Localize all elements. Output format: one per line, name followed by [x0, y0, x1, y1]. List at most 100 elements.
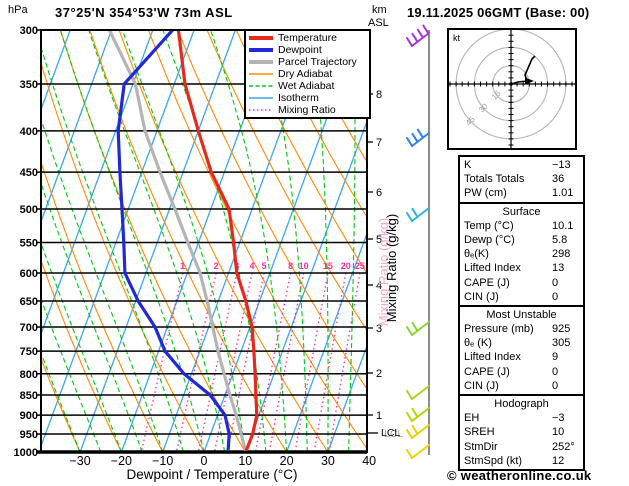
legend-item-label: Isotherm — [278, 92, 319, 104]
table-row-value: 13 — [552, 262, 565, 275]
table-section-title: Surface — [502, 205, 541, 218]
mixing-ratio-line — [328, 272, 361, 452]
table-section-title: Most Unstable — [486, 308, 557, 321]
mixing-ratio-line — [226, 272, 265, 452]
dry-adiabat-line — [235, 30, 367, 275]
table-row: CAPE (J) 0 — [460, 365, 583, 379]
wind-barb — [406, 128, 430, 147]
table-row-value: 10 — [552, 426, 565, 439]
mixing-ratio-value-label: 25 — [355, 261, 365, 271]
table-row: CIN (J) 0 — [460, 290, 583, 304]
wind-barb-tick — [406, 390, 413, 400]
mixing-ratio-line — [313, 272, 347, 452]
table-section: K −13 Totals Totals 36 PW (cm) 1.01 — [460, 157, 583, 202]
table-row: Pressure (mb) 925 — [460, 322, 583, 336]
sounding-curves — [107, 30, 259, 452]
table-row-value: 925 — [552, 323, 571, 336]
mixing-ratio-value-label: 20 — [341, 261, 351, 271]
pressure-tick-label: 300 — [20, 25, 38, 37]
x-tick-label: 10 — [238, 454, 252, 468]
wet-adiabat-line — [311, 30, 329, 452]
mixing-ratio-value-label: 15 — [323, 261, 333, 271]
km-tick-label: 2 — [376, 368, 382, 380]
hodograph-unit-label: kt — [453, 33, 461, 43]
table-row-value: −3 — [552, 412, 565, 425]
mixing-ratio-value-label: 8 — [288, 261, 293, 271]
table-row-value: 0 — [552, 276, 559, 289]
station-title: 37°25'N 354°53'W 73m ASL — [55, 5, 233, 20]
table-row-value: 10.1 — [552, 219, 574, 232]
table-row: StmDir 252° — [460, 440, 583, 454]
table-section-most-unstable: Most Unstable Pressure (mb) 925 θₑ (K) 305 Li… — [460, 304, 583, 394]
isotherm-line — [79, 30, 237, 452]
pressure-tick-label: 500 — [20, 204, 38, 216]
wind-barb-stem — [411, 321, 430, 336]
wind-barb-stem — [411, 132, 430, 147]
isotherm-line — [285, 231, 367, 452]
pressure-tick-label: 350 — [20, 79, 38, 91]
isotherm-line — [327, 343, 367, 452]
table-row-value: 252° — [552, 440, 575, 453]
mixing-ratio-line — [213, 272, 253, 452]
x-tick-label: 20 — [280, 454, 294, 468]
table-row: EH −3 — [460, 411, 583, 425]
wind-barb-tick — [411, 32, 419, 43]
table-row-value: 305 — [552, 337, 571, 350]
legend-item: Temperature — [248, 32, 369, 44]
table-row-label: StmDir — [464, 440, 498, 453]
wind-barb — [406, 444, 430, 459]
mixing-ratio-axis-label-shadow: Mixing Ratio (g/kg) — [376, 218, 391, 326]
dry-adiabat-line — [41, 61, 205, 452]
mixing-ratio-line — [175, 272, 217, 452]
mixing-ratio-value-label: 10 — [299, 261, 309, 271]
table-row-label: Pressure (mb) — [464, 323, 534, 336]
km-tick-label: 8 — [376, 89, 382, 101]
table-row: Lifted Index 9 — [460, 350, 583, 364]
isotherm-line — [41, 30, 154, 336]
run-date-title: 19.11.2025 06GMT (Base: 00) — [407, 5, 590, 20]
indices-table: K −13 Totals Totals 36 PW (cm) 1.01 Surface Tem… — [458, 155, 585, 471]
table-row-label: CAPE (J) — [464, 365, 510, 378]
table-row-label: Temp (°C) — [464, 219, 514, 232]
mixing-ratio-value-label: 5 — [262, 261, 267, 271]
wet-adiabat-line — [261, 30, 308, 452]
table-row-value: 12 — [552, 454, 565, 467]
wind-barb-tick — [406, 449, 413, 459]
table-row-value: 5.8 — [552, 233, 568, 246]
table-row-label: K — [464, 159, 472, 171]
table-row-label: θₑ (K) — [464, 337, 492, 350]
table-row-value: 0 — [552, 290, 559, 303]
wind-barb-tick — [406, 429, 413, 439]
wind-barb-tick — [416, 28, 424, 39]
legend-swatch-isotherm — [249, 97, 273, 99]
isotherm-line — [41, 30, 71, 112]
table-row-label: Totals Totals — [464, 173, 525, 186]
table-row-label: SREH — [464, 426, 495, 439]
table-row: K −13 — [460, 158, 583, 172]
km-tick-label: 1 — [376, 410, 382, 422]
pressure-tick-label: 550 — [20, 237, 38, 249]
legend-item-label: Dry Adiabat — [278, 68, 333, 80]
legend-swatch-temperature — [249, 36, 273, 40]
table-row: PW (cm) 1.01 — [460, 186, 583, 200]
mixing-ratio-value-label: 4 — [250, 261, 255, 271]
legend-item: Parcel Trajectory — [248, 56, 369, 68]
wind-barb-stem — [411, 207, 430, 222]
mixing-ratio-line — [294, 272, 329, 452]
table-row-label: CAPE (J) — [464, 276, 510, 289]
isotherm-line — [41, 30, 195, 448]
parcel-trajectory-curve — [107, 30, 248, 452]
wind-barb-stem — [411, 424, 430, 439]
legend-item-label: Dewpoint — [278, 44, 322, 56]
mixing-ratio-line — [197, 272, 238, 452]
pressure-axis-unit-label: hPa — [8, 4, 28, 16]
table-row-label: Dewp (°C) — [464, 233, 515, 246]
table-section-hodograph: Hodograph EH −3 SREH 10 StmDir 252° StmSpd (kt)… — [460, 394, 583, 469]
legend-item: Mixing Ratio — [248, 104, 369, 116]
isotherm-line — [41, 30, 113, 224]
table-row: StmSpd (kt) 12 — [460, 454, 583, 468]
mixing-ratio-line — [268, 272, 305, 452]
table-row: θₑ (K) 305 — [460, 336, 583, 350]
table-row-value: 9 — [552, 351, 559, 364]
wind-barb-tick — [411, 407, 419, 418]
